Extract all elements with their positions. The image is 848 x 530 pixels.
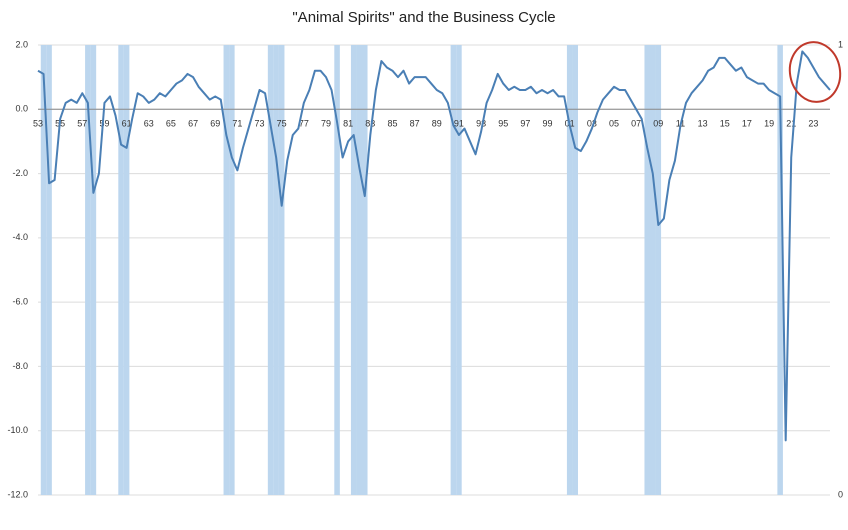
x-tick-label: 07	[631, 119, 641, 129]
recession-bar	[356, 45, 362, 495]
recession-bar	[85, 45, 91, 495]
recession-bar	[456, 45, 462, 495]
y-tick-label: -12.0	[7, 489, 28, 499]
recession-bar	[223, 45, 230, 495]
x-tick-label: 67	[188, 119, 198, 129]
recession-bar	[450, 45, 457, 495]
y-tick-label: 0.0	[15, 104, 28, 114]
recession-bar	[644, 45, 650, 495]
highlight-circle	[788, 41, 842, 103]
recession-bar	[118, 45, 124, 495]
x-tick-label: 87	[410, 119, 420, 129]
recession-bar	[46, 45, 52, 495]
y-tick-label: 2.0	[15, 39, 28, 49]
y2-tick-label: 1	[838, 39, 843, 49]
x-tick-label: 93	[476, 119, 486, 129]
recession-bar	[350, 45, 357, 495]
y-tick-label: -2.0	[12, 168, 28, 178]
recession-bar	[229, 45, 235, 495]
recession-bar	[90, 45, 97, 495]
x-tick-label: 79	[321, 119, 331, 129]
x-tick-label: 53	[33, 119, 43, 129]
x-tick-label: 59	[99, 119, 109, 129]
x-tick-label: 71	[232, 119, 242, 129]
x-tick-label: 03	[587, 119, 597, 129]
recession-bar	[334, 45, 340, 495]
x-tick-label: 85	[387, 119, 397, 129]
y-tick-label: -8.0	[12, 361, 28, 371]
x-tick-label: 97	[520, 119, 530, 129]
recession-bar	[650, 45, 656, 495]
recession-bar	[572, 45, 578, 495]
x-tick-label: 75	[277, 119, 287, 129]
recession-bar	[362, 45, 368, 495]
recession-bar	[566, 45, 573, 495]
x-tick-label: 17	[742, 119, 752, 129]
x-tick-label: 21	[786, 119, 796, 129]
x-tick-label: 83	[365, 119, 375, 129]
x-tick-label: 13	[698, 119, 708, 129]
x-tick-label: 91	[454, 119, 464, 129]
x-tick-label: 89	[432, 119, 442, 129]
y-tick-label: -10.0	[7, 425, 28, 435]
x-tick-label: 69	[210, 119, 220, 129]
chart-title: "Animal Spirits" and the Business Cycle	[292, 9, 555, 26]
x-tick-label: 73	[255, 119, 265, 129]
recession-bar	[267, 45, 274, 495]
x-tick-label: 61	[122, 119, 132, 129]
x-tick-label: 05	[609, 119, 619, 129]
x-tick-label: 15	[720, 119, 730, 129]
x-tick-label: 65	[166, 119, 176, 129]
recession-bar	[278, 45, 285, 495]
x-tick-label: 23	[808, 119, 818, 129]
recession-bar	[655, 45, 662, 495]
data-line	[37, 50, 831, 442]
x-tick-label: 09	[653, 119, 663, 129]
x-tick-label: 77	[299, 119, 309, 129]
x-tick-label: 57	[77, 119, 87, 129]
recession-bar	[40, 45, 47, 495]
x-tick-label: 99	[543, 119, 553, 129]
x-tick-label: 19	[764, 119, 774, 129]
recession-bar	[123, 45, 130, 495]
x-tick-label: 63	[144, 119, 154, 129]
y2-tick-label: 0	[838, 489, 843, 499]
recession-bar	[273, 45, 279, 495]
x-tick-label: 81	[343, 119, 353, 129]
y-tick-label: -4.0	[12, 232, 28, 242]
recession-bar	[777, 45, 783, 495]
x-tick-label: 95	[498, 119, 508, 129]
y-tick-label: -6.0	[12, 297, 28, 307]
